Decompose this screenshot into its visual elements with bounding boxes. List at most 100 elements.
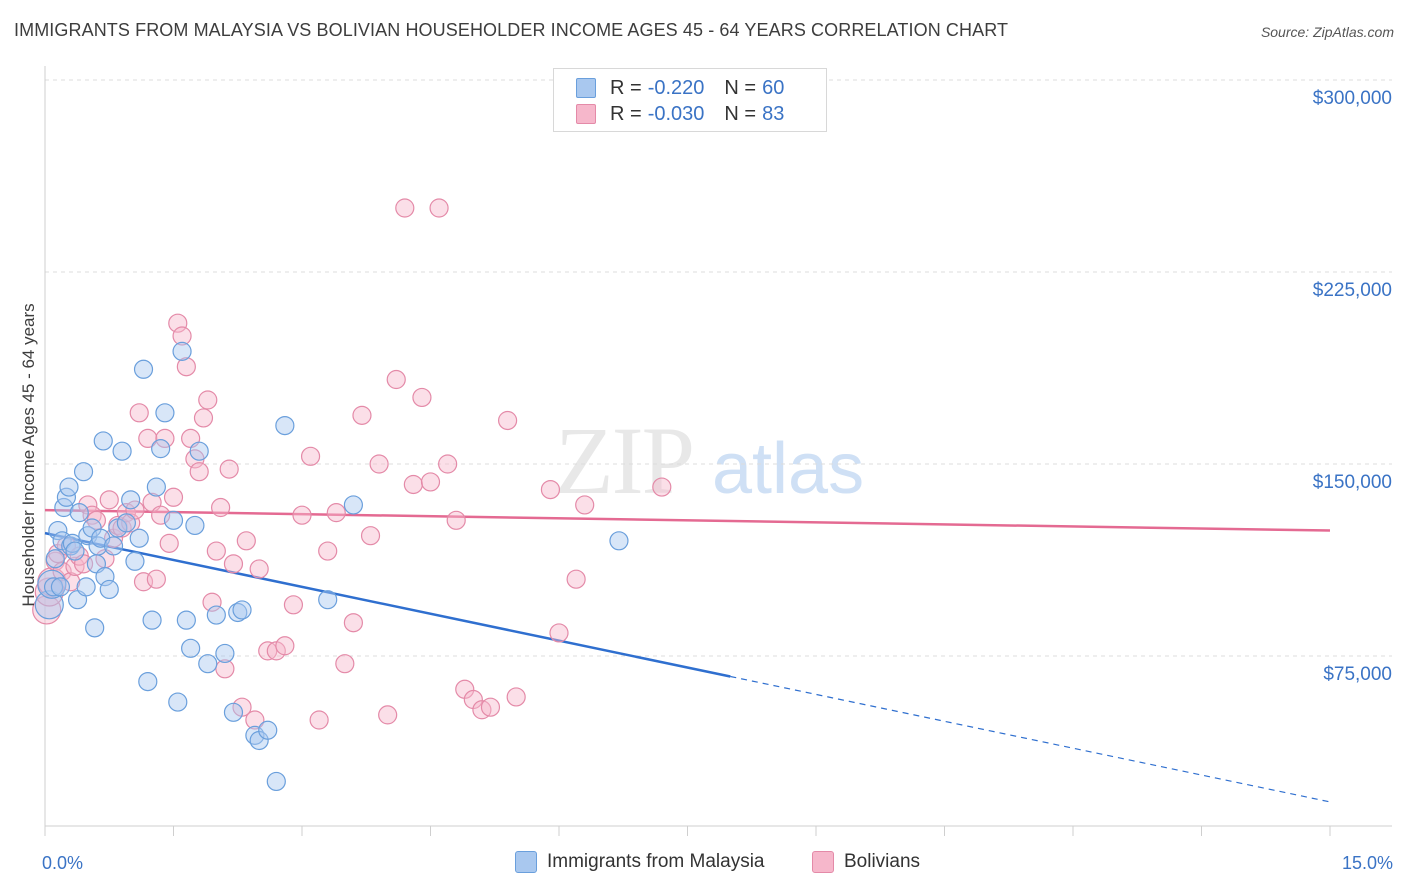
bolivia-point <box>498 410 518 431</box>
bolivia-point <box>352 405 372 425</box>
bolivia-point <box>378 705 398 725</box>
legend-swatch-bolivians <box>576 104 596 124</box>
bolivia-point <box>215 659 235 679</box>
malaysia-point <box>93 431 113 451</box>
bolivia-point <box>318 541 338 561</box>
y-tick-label: $150,000 <box>1313 472 1392 493</box>
malaysia-point <box>168 692 188 712</box>
bolivia-point <box>193 408 214 428</box>
bolivia-point <box>369 454 389 474</box>
malaysia-point <box>155 403 175 423</box>
malaysia-point <box>65 541 85 561</box>
bolivia-point <box>176 357 196 377</box>
malaysia-point <box>88 536 108 556</box>
bolivia-point <box>292 505 312 525</box>
series-legend: Immigrants from Malaysia Bolivians <box>0 851 1406 877</box>
malaysia-point <box>103 536 124 556</box>
legend-item-bolivians[interactable]: Bolivians <box>812 851 920 873</box>
bolivia-point <box>566 569 586 589</box>
source-label: Source: ZipAtlas.com <box>1260 24 1394 40</box>
legend-row-malaysia: R = -0.220 N = 60 <box>576 76 784 100</box>
trend-line-malaysia-extension <box>730 675 1331 803</box>
bolivia-point <box>146 569 166 589</box>
bolivia-point <box>198 390 218 410</box>
malaysia-point <box>189 441 209 461</box>
bolivia-point <box>99 490 119 510</box>
malaysia-point <box>142 610 162 630</box>
bolivia-point <box>386 369 406 390</box>
malaysia-point <box>318 590 338 610</box>
malaysia-point <box>129 528 149 548</box>
bolivia-point <box>540 480 561 500</box>
bolivia-point <box>395 198 415 218</box>
chart-title: IMMIGRANTS FROM MALAYSIA VS BOLIVIAN HOU… <box>14 20 1009 40</box>
malaysia-point <box>181 638 201 658</box>
malaysia-point <box>258 720 278 740</box>
gridlines <box>45 79 1392 657</box>
legend-r-value: -0.220 <box>647 76 705 99</box>
malaysia-point <box>121 490 141 510</box>
bolivia-point <box>343 613 363 633</box>
trend-line-malaysia <box>44 531 731 678</box>
malaysia-point <box>206 605 226 625</box>
bolivia-point <box>335 654 355 674</box>
watermark-atlas: atlas <box>712 429 864 509</box>
legend-label-malaysia: Immigrants from Malaysia <box>547 851 765 872</box>
bolivia-point <box>420 472 441 492</box>
bolivia-point <box>506 687 526 707</box>
bolivia-point <box>138 428 158 448</box>
malaysia-point <box>151 439 171 459</box>
bolivia-point <box>129 403 149 423</box>
y-axis-label: Householder Income Ages 45 - 64 years <box>19 303 38 607</box>
bolivia-point <box>249 559 269 579</box>
bolivia-point <box>360 526 381 546</box>
malaysia-point <box>99 579 119 600</box>
bolivia-point <box>155 428 175 448</box>
malaysia-point <box>163 510 184 530</box>
bolivia-point <box>159 533 179 553</box>
bolivia-point <box>236 531 256 551</box>
malaysia-point <box>116 513 136 533</box>
trend-lines <box>44 508 1331 803</box>
data-points <box>32 198 672 792</box>
stats-legend: R = -0.220 N = 60 R = -0.030 N = 83 <box>553 68 827 132</box>
bolivia-point <box>275 636 295 656</box>
legend-r-value: -0.030 <box>647 102 705 125</box>
legend-swatch-malaysia <box>515 851 537 873</box>
legend-label-bolivians: Bolivians <box>844 851 921 872</box>
malaysia-point <box>198 654 218 674</box>
bolivia-point <box>283 595 304 615</box>
axes <box>44 66 1392 836</box>
legend-n-value: 83 <box>762 102 785 125</box>
bolivia-point <box>403 474 423 495</box>
legend-row-bolivians: R = -0.030 N = 83 <box>576 102 784 126</box>
malaysia-point <box>176 610 196 630</box>
malaysia-point <box>45 549 65 569</box>
malaysia-point <box>275 416 295 436</box>
watermark-zip: ZIP <box>555 407 693 514</box>
malaysia-point <box>133 359 154 379</box>
tick-labels: $75,000 $150,000 $225,000 $300,000 0.0% 15.0% <box>42 88 1393 873</box>
malaysia-point <box>232 600 252 620</box>
bolivia-point <box>652 477 672 497</box>
legend-r-label: R = <box>610 76 642 99</box>
malaysia-point <box>172 341 192 361</box>
malaysia-point <box>85 618 105 638</box>
bolivia-point <box>438 454 458 474</box>
y-tick-label: $300,000 <box>1313 88 1392 109</box>
bolivia-point <box>326 503 346 523</box>
bolivia-point <box>202 592 222 612</box>
malaysia-point <box>125 551 145 571</box>
legend-swatch-malaysia <box>576 78 596 98</box>
legend-n-label: N = <box>724 102 757 125</box>
bolivia-point <box>245 710 265 730</box>
malaysia-point <box>59 477 79 497</box>
malaysia-point <box>62 533 83 553</box>
legend-n-value: 60 <box>762 76 785 99</box>
bolivia-point <box>168 313 188 333</box>
y-tick-label: $225,000 <box>1313 280 1392 301</box>
malaysia-point <box>609 531 629 551</box>
legend-item-malaysia[interactable]: Immigrants from Malaysia <box>515 851 765 873</box>
bolivia-point <box>206 541 226 561</box>
legend-n-label: N = <box>724 76 757 99</box>
